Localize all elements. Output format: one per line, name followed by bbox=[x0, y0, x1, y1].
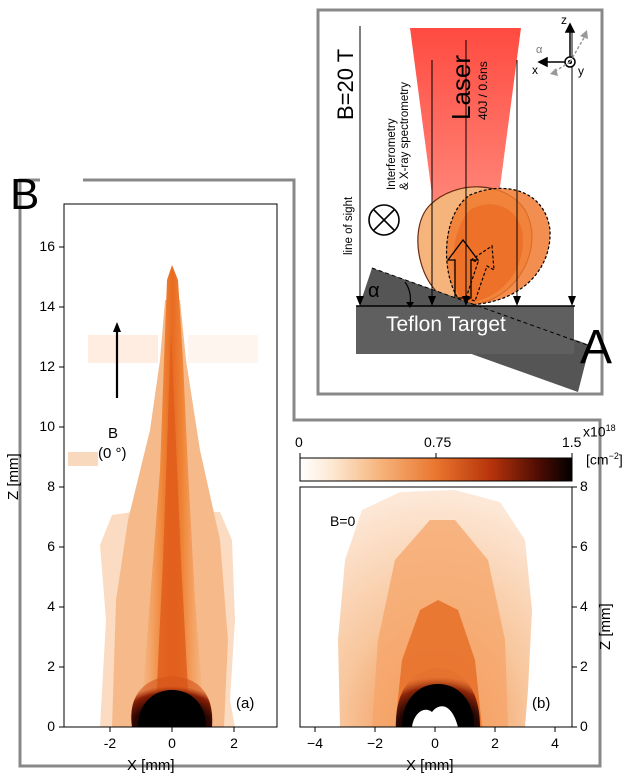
panel-label-a: A bbox=[580, 321, 613, 374]
arrow-vertical bbox=[446, 238, 480, 299]
arrow-tilted bbox=[465, 244, 495, 302]
plot-a bbox=[63, 203, 278, 728]
panel-label-b: B bbox=[10, 170, 40, 219]
plot-a-ytick-label: 0 bbox=[47, 718, 55, 734]
plot-a-xtick-label: -2 bbox=[103, 735, 117, 751]
plot-b-annotation: B=0 bbox=[330, 513, 356, 529]
colorbar-unit: [cm−2] bbox=[586, 451, 623, 468]
field-strength-label: B=20 T bbox=[333, 48, 358, 120]
colorbar-unit-power: −2 bbox=[608, 451, 619, 461]
laser-label: Laser bbox=[446, 54, 476, 120]
plot-b-ytick-label: 4 bbox=[580, 598, 588, 614]
plot-a-ylabel: Z [mm] bbox=[5, 453, 22, 500]
laser-params-label: 40J / 0.6ns bbox=[476, 61, 490, 120]
plot-a-annotation-angle: (0 °) bbox=[98, 445, 127, 462]
colorbar-exponent-base: x10 bbox=[583, 423, 606, 440]
diagnostics-label-2: & X-ray spectrometry bbox=[399, 82, 411, 190]
plot-b-xtick-label: −4 bbox=[307, 735, 323, 751]
plot-a-ticks bbox=[59, 246, 235, 732]
plot-a-ytick-label: 12 bbox=[39, 358, 55, 374]
colorbar-unit-base: [cm bbox=[586, 451, 609, 468]
axis-y-label: y bbox=[578, 64, 584, 78]
plot-a-annotation-b: B bbox=[108, 425, 119, 442]
target-label: Teflon Target bbox=[386, 313, 506, 336]
colorbar-exponent: x1018 bbox=[583, 423, 616, 440]
plot-b-xtick-label: 2 bbox=[491, 735, 499, 751]
diagnostics-label-1: Interferometry bbox=[386, 118, 398, 190]
plot-b-label: (b) bbox=[532, 695, 551, 712]
plot-a-ytick-label: 2 bbox=[47, 658, 55, 674]
axis-x-label: x bbox=[532, 63, 538, 77]
plot-a-xtick-label: 0 bbox=[168, 735, 176, 751]
plot-b-ylabel: Z [mm] bbox=[597, 603, 614, 650]
plot-b-xlabel: X [mm] bbox=[406, 757, 454, 774]
plot-a-ytick-label: 8 bbox=[47, 478, 55, 494]
plot-a-ytick-label: 6 bbox=[47, 538, 55, 554]
coordinate-axes-icon bbox=[537, 22, 588, 76]
colorbar-exponent-power: 18 bbox=[605, 423, 616, 433]
target-block bbox=[356, 306, 574, 354]
plot-b-xtick-label: 0 bbox=[431, 735, 439, 751]
line-of-sight-label: line of sight bbox=[343, 196, 355, 255]
schematic-panel bbox=[356, 22, 591, 392]
plot-a-ytick-label: 10 bbox=[39, 418, 55, 434]
colorbar bbox=[299, 453, 573, 482]
colorbar-unit-close: ] bbox=[618, 451, 623, 468]
plot-b bbox=[299, 486, 573, 728]
plot-a-xlabel: X [mm] bbox=[127, 757, 175, 774]
plot-b-ticks bbox=[314, 486, 577, 732]
plot-a-xtick-label: 2 bbox=[230, 735, 238, 751]
colorbar-tick-0: 0 bbox=[295, 434, 303, 450]
plot-a-ytick-label: 14 bbox=[39, 298, 55, 314]
colorbar-tick-2: 1.5 bbox=[562, 434, 582, 450]
colorbar-tick-1: 0.75 bbox=[424, 434, 452, 450]
axis-alpha-label: α bbox=[536, 44, 543, 56]
plot-a-label: (a) bbox=[236, 695, 255, 712]
alpha-label: α bbox=[368, 280, 380, 302]
plot-b-ytick-label: 6 bbox=[580, 538, 588, 554]
plot-a-ytick-label: 4 bbox=[47, 598, 55, 614]
plot-b-ytick-label: 2 bbox=[580, 658, 588, 674]
field-into-page-icon bbox=[368, 204, 400, 236]
plot-a-ytick-label: 16 bbox=[39, 238, 55, 254]
plot-b-ytick-label: 0 bbox=[580, 718, 588, 734]
axis-z-label: z bbox=[561, 13, 567, 27]
plot-b-xtick-label: 4 bbox=[551, 735, 559, 751]
frame-lines bbox=[18, 8, 604, 768]
plot-b-xtick-label: −2 bbox=[367, 735, 383, 751]
plot-b-ytick-label: 8 bbox=[580, 478, 588, 494]
